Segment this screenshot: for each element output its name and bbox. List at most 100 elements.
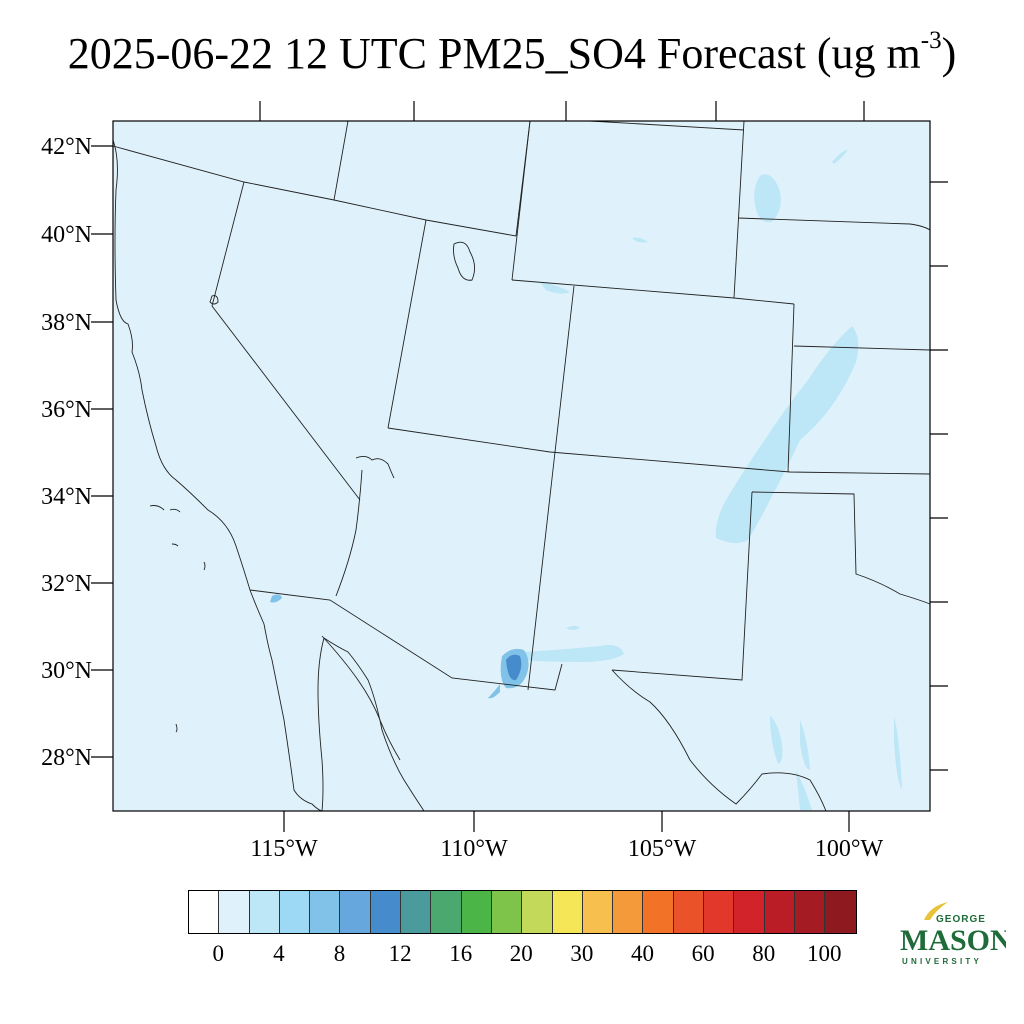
border-ut-wy xyxy=(515,120,531,237)
lon-label-100w: 100°W xyxy=(814,836,884,862)
map-frame xyxy=(112,120,931,812)
colorbar-swatch xyxy=(249,891,280,933)
colorbar-swatch xyxy=(370,891,402,933)
colorbar-label: 8 xyxy=(333,941,346,966)
lon-label-115w: 115°W xyxy=(250,836,318,862)
lat-label-30n: 30°N xyxy=(41,658,92,684)
plume-gulf-ca xyxy=(270,594,282,603)
colorbar xyxy=(188,890,857,934)
logo-flame xyxy=(924,902,948,920)
border-sd-ne xyxy=(589,120,745,131)
colorbar-swatch xyxy=(189,891,220,933)
colorbar-swatch xyxy=(704,891,735,933)
lon-label-105w: 105°W xyxy=(627,836,697,862)
coastline-california xyxy=(112,139,323,812)
plume-oklahoma-strip xyxy=(768,418,785,446)
border-az-nm xyxy=(527,285,575,691)
border-id-wy xyxy=(333,120,349,201)
colorbar-label: 0 xyxy=(212,941,225,966)
plume-northeast xyxy=(754,174,781,223)
map-background xyxy=(113,121,930,811)
plume-texas-1 xyxy=(770,716,783,764)
lat-label-36n: 36°N xyxy=(41,397,92,423)
colorbar-swatch xyxy=(734,891,765,933)
colorbar-swatch xyxy=(794,891,826,933)
border-nv-ut xyxy=(387,219,427,429)
plume-nm-chihuahua xyxy=(520,645,624,662)
colorbar-swatch xyxy=(219,891,250,933)
lakes xyxy=(209,241,475,479)
border-us-mexico xyxy=(249,589,563,691)
plume-texas-3 xyxy=(894,716,902,790)
coastline-gulf-of-california xyxy=(335,469,363,597)
great-salt-lake xyxy=(453,241,475,281)
plume-utah-east xyxy=(540,282,570,294)
lon-label-110w: 110°W xyxy=(440,836,508,862)
logo-line3: UNIVERSITY xyxy=(902,957,982,966)
lake-mead xyxy=(355,455,395,479)
plume-colorado-west xyxy=(632,237,648,243)
border-texas-mexico xyxy=(611,669,827,812)
colorbar-swatch xyxy=(401,891,432,933)
axis-ticks xyxy=(91,101,948,832)
colorbar-swatch xyxy=(764,891,795,933)
lat-label-42n: 42°N xyxy=(41,134,92,160)
coastline-baja-gulf xyxy=(317,637,425,812)
plume-az-core xyxy=(506,654,522,681)
colorbar-swatch xyxy=(310,891,341,933)
colorbar-swatch xyxy=(522,891,553,933)
colorbar-label: 100 xyxy=(807,941,842,966)
plume-texas-2 xyxy=(800,720,810,770)
colorbar-swatch xyxy=(552,891,583,933)
colorbar-swatch xyxy=(673,891,705,933)
colorbar-swatch xyxy=(279,891,311,933)
colorbar-label: 12 xyxy=(388,941,412,966)
border-wy-ne xyxy=(733,120,745,299)
lat-label-38n: 38°N xyxy=(41,310,92,336)
plume-az-tail xyxy=(488,684,500,699)
colorbar-label: 4 xyxy=(273,941,285,966)
boundaries xyxy=(112,120,931,812)
lat-label-32n: 32°N xyxy=(41,571,92,597)
lat-label-40n: 40°N xyxy=(41,222,92,248)
colorbar-swatch xyxy=(431,891,462,933)
colorbar-label: 80 xyxy=(752,941,776,966)
colorbar-swatch xyxy=(582,891,614,933)
colorbar-label: 30 xyxy=(570,941,594,966)
border-ut-az xyxy=(387,427,931,475)
border-co-ks xyxy=(787,303,795,473)
plume-oklahoma-band xyxy=(715,326,859,544)
logo-line1: GEORGE xyxy=(936,914,986,925)
border-nm-tx xyxy=(611,491,753,681)
title-exponent: -3 xyxy=(920,27,942,55)
colorbar-label: 20 xyxy=(509,941,533,966)
plume-nebraska-streak xyxy=(832,150,848,164)
border-or-north xyxy=(112,145,335,201)
colorbar-swatch xyxy=(613,891,644,933)
colorbar-label: 60 xyxy=(691,941,715,966)
colorbar-label: 16 xyxy=(449,941,473,966)
title-text: 2025-06-22 12 UTC PM25_SO4 Forecast (ug … xyxy=(67,29,921,78)
logo-line2: MASON xyxy=(900,924,1006,957)
title-close: ) xyxy=(941,29,957,78)
concentration-shading xyxy=(270,150,902,810)
lat-label-28n: 28°N xyxy=(41,745,92,771)
colorbar-swatch xyxy=(825,891,856,933)
border-ne-ks xyxy=(737,217,931,231)
plume-nm-small xyxy=(566,626,580,630)
map-title: 2025-06-22 12 UTC PM25_SO4 Forecast (ug … xyxy=(0,27,1024,79)
colorbar-swatch xyxy=(340,891,371,933)
border-ca-nv xyxy=(211,181,361,501)
colorbar-swatch xyxy=(491,891,523,933)
colorbar-label: 40 xyxy=(631,941,654,966)
border-ks-ok xyxy=(793,345,931,351)
lake-tahoe xyxy=(209,295,219,305)
border-ok-tx xyxy=(751,491,931,605)
colorbar-swatch xyxy=(461,891,492,933)
coastline-sonora xyxy=(321,635,401,761)
plume-texas-4 xyxy=(796,770,812,810)
lat-label-34n: 34°N xyxy=(41,484,92,510)
colorbar-swatch xyxy=(643,891,674,933)
gmu-logo: GEORGE MASON UNIVERSITY xyxy=(900,902,1006,966)
